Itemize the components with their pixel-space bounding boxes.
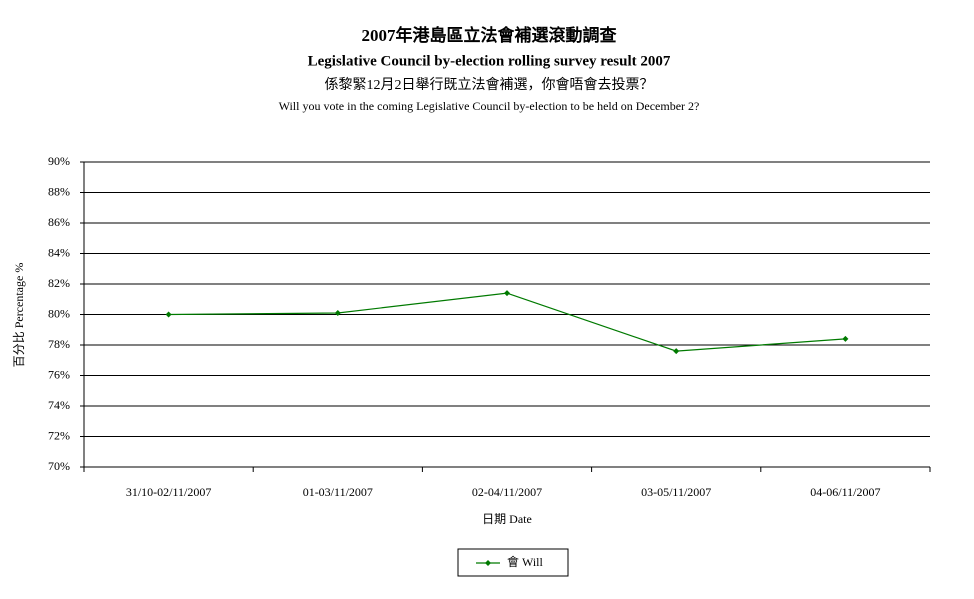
x-tick-label: 01-03/11/2007 xyxy=(303,485,373,499)
y-tick-label: 90% xyxy=(48,154,70,168)
series-line xyxy=(168,292,846,352)
data-point xyxy=(673,348,680,355)
y-tick-label: 72% xyxy=(48,428,70,442)
y-tick-label: 84% xyxy=(48,245,70,259)
legend-label: 會 Will xyxy=(507,555,544,569)
y-tick-label: 76% xyxy=(48,367,70,381)
data-point xyxy=(165,311,172,318)
question-en: Will you vote in the coming Legislative … xyxy=(279,99,700,113)
chart-subtitle: Legislative Council by-election rolling … xyxy=(308,53,671,69)
y-tick-label: 80% xyxy=(48,306,70,320)
y-tick-label: 70% xyxy=(48,459,70,473)
y-axis-label: 百分比 Percentage % xyxy=(12,263,26,368)
x-tick-label: 04-06/11/2007 xyxy=(810,485,880,499)
y-tick-label: 82% xyxy=(48,276,70,290)
y-tick-label: 74% xyxy=(48,398,70,412)
legend-marker xyxy=(485,560,491,566)
x-tick-label: 02-04/11/2007 xyxy=(472,485,542,499)
y-tick-label: 78% xyxy=(48,337,70,351)
y-tick-label: 88% xyxy=(48,184,70,198)
x-axis-label: 日期 Date xyxy=(482,512,532,526)
data-point xyxy=(842,335,849,342)
chart-title: 2007年港島區立法會補選滾動調查 xyxy=(362,25,618,45)
x-tick-label: 31/10-02/11/2007 xyxy=(126,485,212,499)
x-tick-label: 03-05/11/2007 xyxy=(641,485,711,499)
data-point xyxy=(504,290,510,297)
y-tick-label: 86% xyxy=(48,215,70,229)
question-zh: 係黎緊12月2日舉行既立法會補選，你會唔會去投票？ xyxy=(325,76,654,93)
data-point xyxy=(334,309,341,316)
